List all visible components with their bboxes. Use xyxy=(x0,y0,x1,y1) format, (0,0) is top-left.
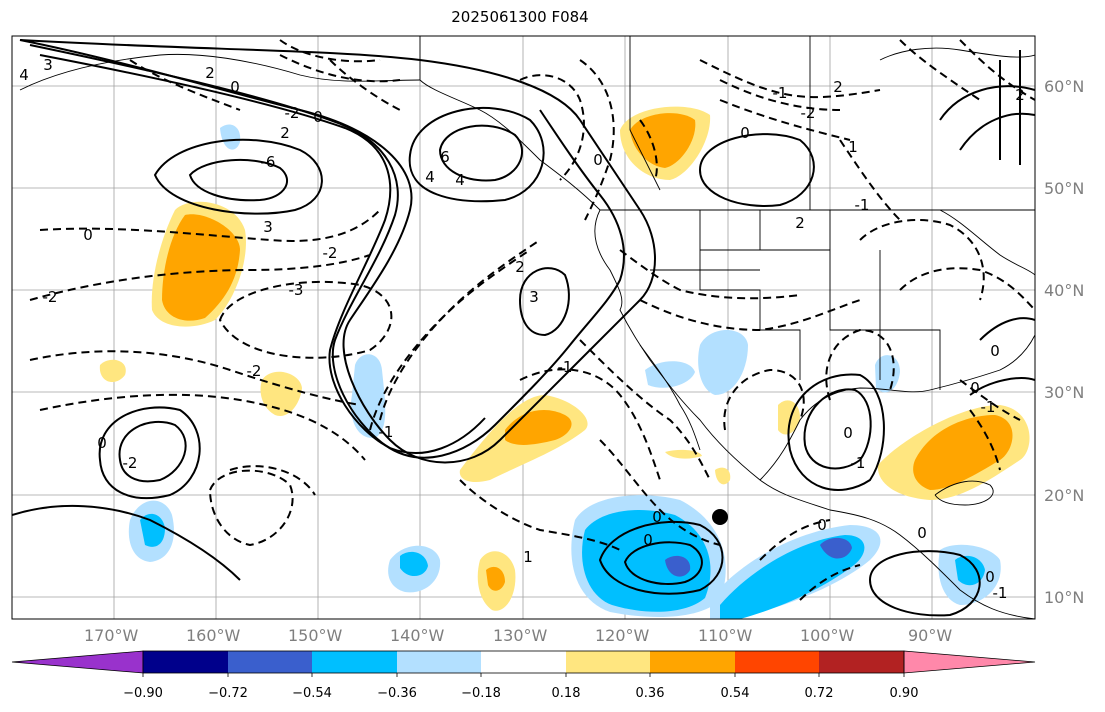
colorbar-tick-label: −0.54 xyxy=(292,686,332,701)
colorbar-tick-label: 0.18 xyxy=(551,686,581,701)
lat-label-30n: 30°N xyxy=(1044,383,1085,402)
contour-label: -1 xyxy=(981,398,996,416)
contour-label: 0 xyxy=(652,508,662,526)
colorbar-segment xyxy=(735,651,819,673)
colorbar-extend-max xyxy=(903,650,1036,674)
contour-label: 4 xyxy=(425,168,435,186)
contour-label: 1 xyxy=(523,548,533,566)
colorbar-segment xyxy=(481,651,566,673)
negative-contours xyxy=(29,39,1035,601)
contour-label: 0 xyxy=(985,568,995,586)
lat-label-20n: 20°N xyxy=(1044,486,1085,505)
lon-label-170w: 170°W xyxy=(84,626,139,645)
lon-label-140w: 140°W xyxy=(390,626,445,645)
contour-label: 0 xyxy=(917,524,927,542)
colorbar-tick-label: −0.18 xyxy=(461,686,501,701)
contour-label: 0 xyxy=(970,379,980,397)
colorbar-tick-label: 0.90 xyxy=(889,686,919,701)
colorbar-tick-label: 0.72 xyxy=(804,686,834,701)
contour-label: 4 xyxy=(19,66,29,84)
contour-label: -2 xyxy=(247,362,262,380)
contour-label: -2 xyxy=(285,104,300,122)
lat-label-40n: 40°N xyxy=(1044,281,1085,300)
positive-contours xyxy=(12,39,1035,617)
colorbar-tick-label: −0.90 xyxy=(123,686,163,701)
contour-label: 1 xyxy=(848,138,858,156)
colorbar-extend-min xyxy=(11,650,144,674)
lon-label-120w: 120°W xyxy=(595,626,650,645)
contour-label: -1 xyxy=(855,196,870,214)
colorbar-tick-label: 0.36 xyxy=(635,686,665,701)
contour-label: 0 xyxy=(97,434,107,452)
lat-label-10n: 10°N xyxy=(1044,588,1085,607)
contour-label: 0 xyxy=(643,531,653,549)
colorbar-segment xyxy=(397,651,481,673)
contour-label: 2 xyxy=(515,258,525,276)
colorbar-tick-label: 0.54 xyxy=(720,686,750,701)
colorbar-segment xyxy=(143,651,228,673)
lon-label-90w: 90°W xyxy=(908,626,953,645)
contour-label: -2 xyxy=(801,104,816,122)
contour-label: 2 xyxy=(280,124,290,142)
contour-label: 0 xyxy=(817,516,827,534)
contour-label: -2 xyxy=(123,454,138,472)
lat-label-50n: 50°N xyxy=(1044,179,1085,198)
colorbar-segment xyxy=(819,651,904,673)
contour-label: 0 xyxy=(990,342,1000,360)
contour-label: 3 xyxy=(43,56,53,74)
map-title: 2025061300 F084 xyxy=(451,8,589,26)
contour-label: -1 xyxy=(379,423,394,441)
lat-label-60n: 60°N xyxy=(1044,77,1085,96)
contour-label: 0 xyxy=(313,108,323,126)
contour-label: 6 xyxy=(440,148,450,166)
contour-label: 3 xyxy=(263,218,273,236)
contour-label: 0 xyxy=(740,124,750,142)
colorbar-tick-label: −0.36 xyxy=(377,686,417,701)
contour-label: 2 xyxy=(795,214,805,232)
colorbar-segment xyxy=(228,651,312,673)
contour-label: 0 xyxy=(593,151,603,169)
lon-label-130w: 130°W xyxy=(493,626,548,645)
contour-label: -2 xyxy=(323,244,338,262)
contour-label: 2 xyxy=(205,64,215,82)
contour-label: -3 xyxy=(289,281,304,299)
contour-label: -1 xyxy=(773,84,788,102)
contour-label: -2 xyxy=(43,288,58,306)
colorbar-outline xyxy=(142,650,905,674)
contour-label: 2 xyxy=(1015,86,1025,104)
colorbar-tick-label: −0.72 xyxy=(208,686,248,701)
colorbar-segment xyxy=(566,651,650,673)
contour-label: 3 xyxy=(529,288,539,306)
contour-label: -1 xyxy=(993,584,1008,602)
lon-label-150w: 150°W xyxy=(288,626,343,645)
negative-shading xyxy=(128,124,1001,619)
contour-label: -1 xyxy=(851,454,866,472)
colorbar-segment xyxy=(650,651,735,673)
colorbar xyxy=(11,650,1036,677)
contour-label: 0 xyxy=(843,424,853,442)
lon-label-160w: 160°W xyxy=(186,626,241,645)
contour-label: 2 xyxy=(833,78,843,96)
map-background xyxy=(12,36,1035,619)
contour-label: 0 xyxy=(83,226,93,244)
coastlines xyxy=(19,36,1035,619)
contour-label: 4 xyxy=(455,171,465,189)
colorbar-segment xyxy=(312,651,397,673)
location-marker xyxy=(712,509,728,525)
contour-label: -6 xyxy=(261,153,276,171)
lon-label-110w: 110°W xyxy=(698,626,753,645)
contour-label: 0 xyxy=(230,78,240,96)
map-frame xyxy=(11,35,1036,620)
contour-label: -1 xyxy=(558,358,573,376)
lon-label-100w: 100°W xyxy=(800,626,855,645)
